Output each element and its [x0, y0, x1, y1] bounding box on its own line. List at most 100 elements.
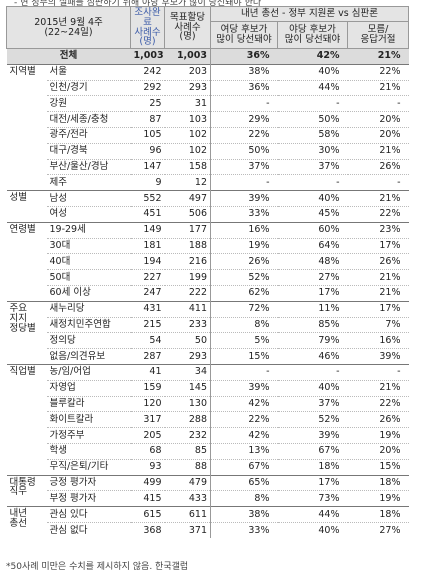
- n-done: 159: [130, 379, 165, 397]
- support-opposition: 50%: [277, 111, 348, 128]
- no-answer: -: [347, 174, 409, 191]
- support-opposition: 64%: [277, 237, 348, 254]
- n-target: 158: [164, 158, 211, 175]
- row-label: 대구/경북: [46, 142, 131, 160]
- support-ruling: 38%: [210, 506, 278, 523]
- no-answer: 20%: [347, 442, 409, 460]
- n-target: 611: [164, 506, 211, 523]
- n-done: 247: [130, 284, 165, 302]
- group-label: 주요 지지 정당별: [6, 300, 47, 365]
- n-done: 149: [130, 221, 165, 239]
- n-target: 222: [164, 284, 211, 302]
- poll-table: 2015년 9월 4주 (22~24일) 조사완료 사례수 (명) 목표할당 사…: [6, 6, 409, 539]
- answer-header: 야당 후보가 많이 당선돼야: [277, 21, 348, 49]
- n-target: 177: [164, 221, 211, 239]
- n-target: 293: [164, 348, 211, 365]
- support-opposition: -: [277, 174, 348, 191]
- support-opposition: 85%: [277, 316, 348, 333]
- no-answer: 21%: [347, 284, 409, 302]
- support-opposition: 58%: [277, 126, 348, 144]
- row-label: 부정 평가자: [46, 490, 131, 507]
- row-label: 50대: [46, 269, 131, 286]
- support-opposition: 37%: [277, 158, 348, 175]
- support-ruling: 42%: [210, 427, 278, 444]
- n-target: 497: [164, 190, 211, 207]
- n-done: 415: [130, 490, 165, 507]
- row-label: 인천/경기: [46, 79, 131, 96]
- no-answer: 26%: [347, 158, 409, 175]
- n-done: 87: [130, 111, 165, 128]
- support-ruling: 37%: [210, 158, 278, 175]
- row-label: 무직/은퇴/기타: [46, 458, 131, 476]
- row-label: 블루칼라: [46, 395, 131, 412]
- n-done: 292: [130, 79, 165, 96]
- answer-header: 여당 후보가 많이 당선돼야: [210, 21, 278, 49]
- support-ruling: -: [210, 363, 278, 381]
- no-answer: 39%: [347, 348, 409, 365]
- row-label: 부산/울산/경남: [46, 158, 131, 175]
- support-opposition: 45%: [277, 205, 348, 223]
- period: 2015년 9월 4주 (22~24일): [6, 6, 131, 49]
- support-opposition: 46%: [277, 348, 348, 365]
- n-target: 188: [164, 237, 211, 254]
- n-done: 105: [130, 126, 165, 144]
- row-label: 여성: [46, 205, 131, 223]
- n-done: 317: [130, 411, 165, 428]
- no-answer: 21%: [347, 379, 409, 397]
- no-answer: 21%: [347, 79, 409, 96]
- row-label: 정의당: [46, 332, 131, 349]
- support-opposition: 17%: [277, 284, 348, 302]
- support-ruling: 36%: [210, 48, 278, 65]
- support-opposition: 11%: [277, 300, 348, 318]
- support-ruling: 67%: [210, 458, 278, 476]
- support-ruling: 39%: [210, 379, 278, 397]
- no-answer: -: [347, 95, 409, 112]
- no-answer: 23%: [347, 221, 409, 239]
- support-ruling: 13%: [210, 442, 278, 460]
- no-answer: 18%: [347, 506, 409, 523]
- no-answer: 22%: [347, 205, 409, 223]
- row-label: 자영업: [46, 379, 131, 397]
- row-label: 19-29세: [46, 221, 131, 239]
- n-done: 499: [130, 474, 165, 491]
- support-ruling: 36%: [210, 79, 278, 96]
- no-answer: 19%: [347, 427, 409, 444]
- no-answer: 22%: [347, 63, 409, 81]
- row-label: 서울: [46, 63, 131, 81]
- n-target: 12: [164, 174, 211, 191]
- n-target: 34: [164, 363, 211, 381]
- n-target: 145: [164, 379, 211, 397]
- support-opposition: 79%: [277, 332, 348, 349]
- support-ruling: 5%: [210, 332, 278, 349]
- support-opposition: 18%: [277, 458, 348, 476]
- support-opposition: 60%: [277, 221, 348, 239]
- support-opposition: 40%: [277, 190, 348, 207]
- support-ruling: 72%: [210, 300, 278, 318]
- no-answer: 15%: [347, 458, 409, 476]
- footnote: *50사례 미만은 수치를 제시하지 않음. 한국갤럽: [6, 562, 189, 572]
- no-answer: 20%: [347, 111, 409, 128]
- n-target: 506: [164, 205, 211, 223]
- question: 내년 총선 - 정부 지원론 vs 심판론: [210, 6, 409, 22]
- n-target: 293: [164, 79, 211, 96]
- support-opposition: 40%: [277, 379, 348, 397]
- n-target: 411: [164, 300, 211, 318]
- support-opposition: -: [277, 95, 348, 112]
- n-done: 552: [130, 190, 165, 207]
- support-ruling: 19%: [210, 237, 278, 254]
- support-ruling: 62%: [210, 284, 278, 302]
- support-ruling: 52%: [210, 269, 278, 286]
- support-ruling: 65%: [210, 474, 278, 491]
- n-target: 31: [164, 95, 211, 112]
- no-answer: 22%: [347, 395, 409, 412]
- n-done: 41: [130, 363, 165, 381]
- support-opposition: 48%: [277, 253, 348, 270]
- no-answer: 21%: [347, 190, 409, 207]
- row-label: 가정주부: [46, 427, 131, 444]
- support-ruling: 26%: [210, 253, 278, 270]
- n-done: 431: [130, 300, 165, 318]
- row-label: 농/임/어업: [46, 363, 131, 381]
- support-ruling: -: [210, 95, 278, 112]
- no-answer: 17%: [347, 300, 409, 318]
